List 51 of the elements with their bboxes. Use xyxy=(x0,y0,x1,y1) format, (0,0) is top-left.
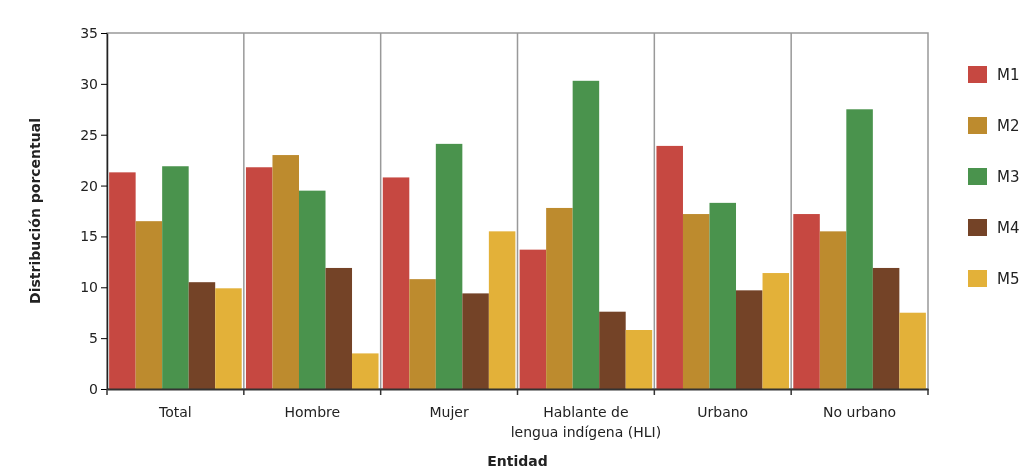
bar xyxy=(352,353,379,389)
bar xyxy=(488,231,516,389)
bar xyxy=(325,267,353,389)
bar xyxy=(872,267,900,389)
bar xyxy=(435,143,463,389)
x-tick-label: No urbano xyxy=(823,404,897,420)
legend-label: M4 xyxy=(997,219,1020,237)
y-tick-label: 5 xyxy=(89,330,98,347)
bar xyxy=(245,167,273,389)
bar xyxy=(846,109,873,389)
bar xyxy=(682,214,710,389)
bar xyxy=(546,207,573,389)
y-tick-label: 15 xyxy=(80,228,98,245)
legend-label: M3 xyxy=(997,168,1020,186)
bar xyxy=(382,177,410,389)
bar xyxy=(272,155,299,389)
bar xyxy=(656,145,683,389)
bar xyxy=(599,311,626,389)
bar xyxy=(409,279,436,389)
x-tick-label: Total xyxy=(158,404,192,420)
bar xyxy=(572,80,600,389)
bar xyxy=(162,166,189,389)
y-tick-label: 0 xyxy=(89,380,98,397)
bar xyxy=(625,330,653,389)
y-axis-title: Distribución porcentual xyxy=(27,118,43,304)
x-axis-title: Entidad xyxy=(487,453,548,468)
y-tick-label: 35 xyxy=(80,24,98,41)
x-tick-label: Urbano xyxy=(697,404,749,420)
bar xyxy=(215,288,242,389)
x-tick-label: Hablante de lengua indígena (HLI) xyxy=(510,404,662,440)
bar xyxy=(298,190,326,389)
bar xyxy=(709,202,737,389)
bar xyxy=(819,231,847,389)
bar xyxy=(762,273,790,389)
bar xyxy=(519,249,547,389)
y-tick-label: 30 xyxy=(80,75,98,92)
bar xyxy=(736,290,763,389)
y-tick-label: 20 xyxy=(80,177,98,194)
x-tick-label: Mujer xyxy=(429,404,469,420)
legend-label: M5 xyxy=(997,270,1020,288)
y-tick-label: 10 xyxy=(80,279,98,296)
legend-label: M2 xyxy=(997,117,1020,135)
x-tick-label: Hombre xyxy=(284,404,341,420)
bar xyxy=(793,214,820,389)
bar xyxy=(899,312,926,389)
bar xyxy=(109,172,136,389)
y-tick-label: 25 xyxy=(80,126,98,143)
bar xyxy=(188,282,216,389)
legend-label: M1 xyxy=(997,66,1020,84)
bar xyxy=(135,221,163,389)
bar xyxy=(462,293,489,389)
